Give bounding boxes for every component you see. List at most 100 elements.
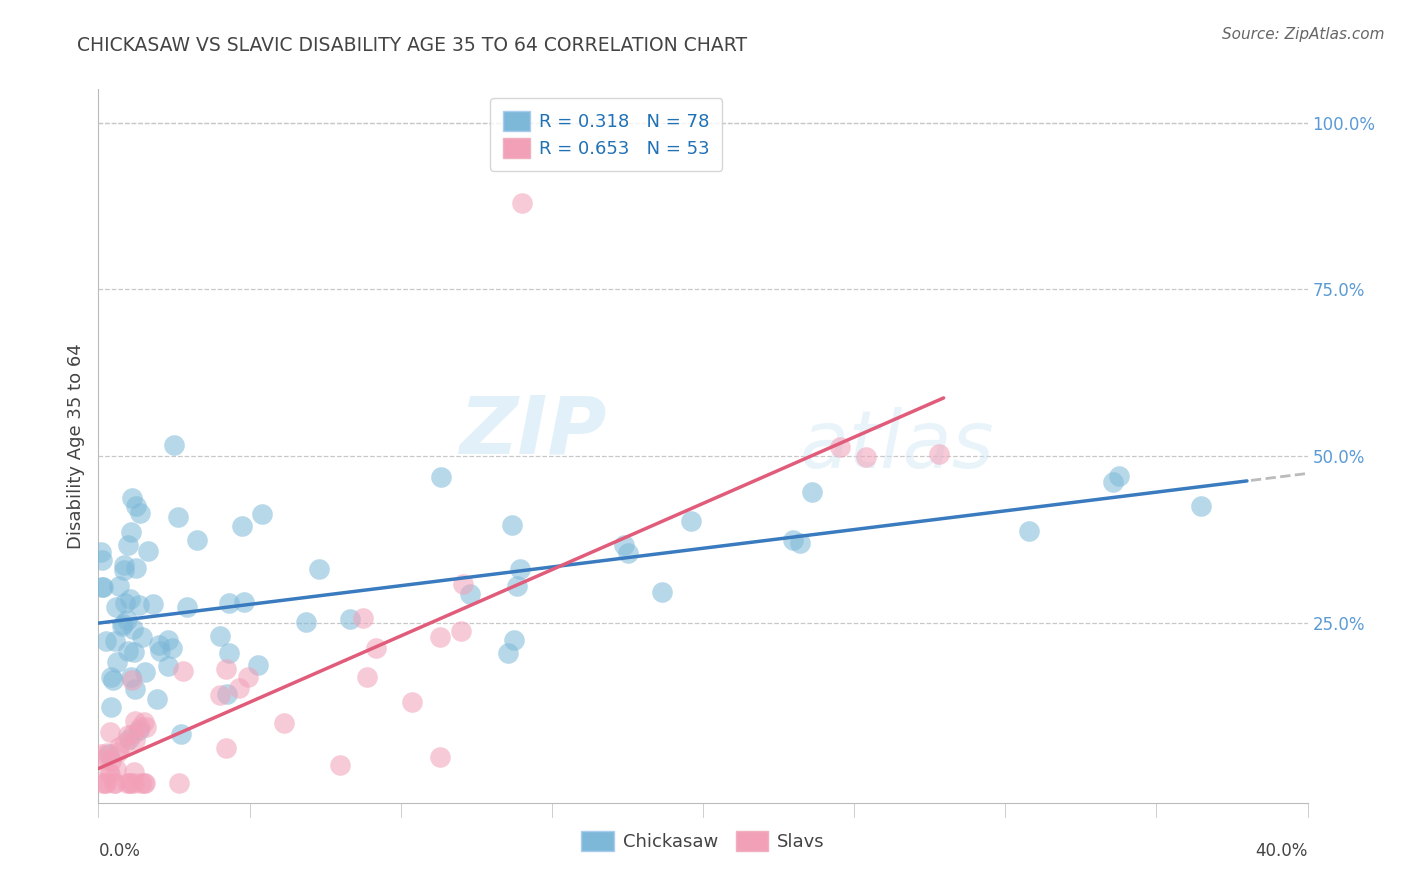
Point xyxy=(247,657,270,672)
Point xyxy=(114,736,136,750)
Point xyxy=(100,700,122,714)
Point xyxy=(91,580,114,594)
Point xyxy=(96,746,118,760)
Point xyxy=(125,561,148,575)
Point xyxy=(105,655,128,669)
Point xyxy=(782,533,804,547)
Point xyxy=(329,758,352,772)
Text: atlas: atlas xyxy=(800,407,994,485)
Point xyxy=(250,507,273,521)
Point xyxy=(120,524,142,539)
Point xyxy=(91,553,114,567)
Point xyxy=(510,195,533,210)
Point xyxy=(167,776,190,790)
Point xyxy=(111,619,134,633)
Point xyxy=(94,776,117,790)
Point xyxy=(352,611,374,625)
Point xyxy=(453,577,475,591)
Text: 40.0%: 40.0% xyxy=(1256,842,1308,860)
Point xyxy=(458,587,481,601)
Point xyxy=(1108,469,1130,483)
Point xyxy=(231,519,253,533)
Point xyxy=(96,633,118,648)
Point xyxy=(124,732,146,747)
Point xyxy=(505,579,527,593)
Text: CHICKASAW VS SLAVIC DISABILITY AGE 35 TO 64 CORRELATION CHART: CHICKASAW VS SLAVIC DISABILITY AGE 35 TO… xyxy=(77,36,748,54)
Point xyxy=(429,750,451,764)
Point xyxy=(112,558,135,572)
Point xyxy=(928,447,950,461)
Point xyxy=(218,596,240,610)
Point xyxy=(108,739,131,754)
Point xyxy=(176,600,198,615)
Point xyxy=(1189,500,1212,514)
Point xyxy=(651,585,673,599)
Point xyxy=(120,776,142,790)
Point xyxy=(681,514,703,528)
Point xyxy=(209,689,232,703)
Point xyxy=(94,776,117,790)
Point xyxy=(215,661,238,675)
Point xyxy=(167,509,190,524)
Point xyxy=(107,745,129,759)
Point xyxy=(118,731,141,746)
Point xyxy=(160,641,183,656)
Point xyxy=(789,536,811,550)
Point xyxy=(503,633,526,648)
Point xyxy=(129,776,152,790)
Point xyxy=(128,598,150,612)
Point xyxy=(112,563,135,577)
Point xyxy=(429,630,451,644)
Point xyxy=(104,633,127,648)
Point xyxy=(134,665,156,679)
Point xyxy=(172,665,194,679)
Point xyxy=(97,764,120,779)
Point xyxy=(170,727,193,741)
Point xyxy=(132,776,155,790)
Point xyxy=(100,767,122,781)
Point xyxy=(100,670,122,684)
Point xyxy=(157,659,180,673)
Point xyxy=(121,623,143,637)
Point xyxy=(142,598,165,612)
Point xyxy=(145,692,167,706)
Point xyxy=(156,632,179,647)
Point xyxy=(1018,524,1040,539)
Point xyxy=(90,747,112,761)
Point xyxy=(124,681,146,696)
Point xyxy=(91,752,114,766)
Legend: Chickasaw, Slavs: Chickasaw, Slavs xyxy=(574,823,832,858)
Point xyxy=(364,641,387,656)
Point xyxy=(356,670,378,684)
Point xyxy=(218,647,240,661)
Point xyxy=(498,646,520,660)
Point xyxy=(122,645,145,659)
Point xyxy=(228,681,250,695)
Point xyxy=(134,776,156,790)
Point xyxy=(501,518,523,533)
Point xyxy=(135,720,157,734)
Point xyxy=(115,776,138,790)
Point xyxy=(90,545,112,559)
Text: ZIP: ZIP xyxy=(458,392,606,471)
Point xyxy=(1102,475,1125,489)
Point xyxy=(124,714,146,729)
Point xyxy=(138,544,160,558)
Point xyxy=(117,613,139,627)
Point xyxy=(148,638,170,652)
Point xyxy=(308,561,330,575)
Point xyxy=(114,596,136,610)
Point xyxy=(208,629,231,643)
Point xyxy=(339,612,361,626)
Point xyxy=(149,644,172,658)
Point xyxy=(233,595,256,609)
Point xyxy=(509,562,531,576)
Point xyxy=(131,630,153,644)
Point xyxy=(217,687,239,701)
Point xyxy=(401,695,423,709)
Point xyxy=(100,754,122,768)
Point xyxy=(430,470,453,484)
Text: Source: ZipAtlas.com: Source: ZipAtlas.com xyxy=(1222,27,1385,42)
Point xyxy=(120,670,142,684)
Point xyxy=(128,720,150,734)
